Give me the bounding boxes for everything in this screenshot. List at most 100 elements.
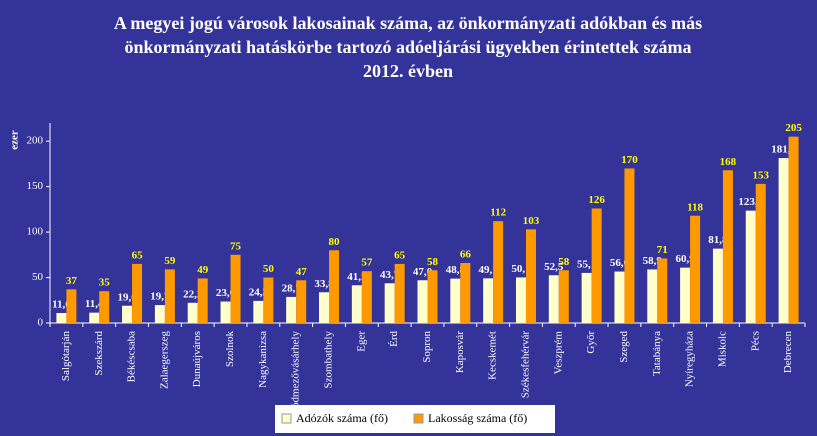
chart-title: A megyei jogú városok lakosainak száma, … [114,13,702,33]
bar [483,278,494,323]
bar [525,229,536,323]
x-tick-label: Szekszárd [93,331,105,376]
bar [755,183,766,323]
bar [263,277,274,323]
legend-label: Adózók száma (fő) [296,411,388,425]
bar [132,263,143,323]
value-label: 35 [99,277,111,289]
value-label: 49,1 [479,264,498,276]
value-label: 50 [263,263,275,275]
bar [394,263,405,323]
x-tick-label: Nyíregyháza [684,331,696,387]
bar [657,258,668,323]
bar [351,285,362,323]
bar [680,267,691,323]
value-label: 55,1 [577,258,596,270]
bar [450,278,461,323]
x-tick-label: Nagykanizsa [257,331,269,388]
bar [690,215,701,323]
value-label: 65 [394,249,406,261]
bar [591,208,602,323]
bar [197,278,208,323]
value-label: 58 [558,256,570,268]
legend-label: Lakosság száma (fő) [428,411,527,425]
x-tick-label: Sopron [421,331,433,363]
value-label: 170 [621,154,638,166]
bar [548,275,559,323]
x-tick-label: Békéscsaba [126,331,138,382]
legend-swatch [413,413,424,424]
bar [89,312,100,323]
bar [460,263,471,323]
value-label: 168 [720,156,737,168]
value-label: 66 [460,249,472,261]
y-tick-label: 50 [32,271,44,283]
chart-title: önkormányzati hatáskörbe tartozó adóeljá… [125,37,692,57]
bar [164,269,175,323]
bar [493,221,504,323]
value-label: 112 [490,207,506,219]
bar [154,305,165,323]
bar [722,170,733,323]
chart-title: 2012. évben [363,61,453,81]
bar [56,313,67,323]
bar [624,168,635,323]
y-tick-label: 100 [27,226,44,238]
x-tick-label: Szeged [618,331,630,363]
bar [253,300,264,323]
value-label: 59 [164,255,176,267]
bar [384,283,395,323]
value-label: 47 [296,266,308,278]
x-tick-label: Dunaújváros [191,331,203,387]
bar [745,210,756,323]
x-tick-label: Kaposvár [454,331,466,373]
y-tick-label: 0 [38,317,44,329]
x-tick-label: Veszprém [552,331,564,375]
y-tick-label: 200 [27,135,44,147]
bar [286,296,297,323]
bar [66,289,77,323]
x-tick-label: Miskolc [716,331,728,367]
bar [788,136,799,323]
bar [647,269,658,323]
x-tick-label: Győr [585,331,597,354]
value-label: 49 [197,264,209,276]
value-label: 75 [230,240,242,252]
bar [427,270,438,323]
bar [122,305,133,323]
bar [220,301,231,323]
y-axis-label: ezer [9,130,21,150]
bar [712,248,723,323]
value-label: 50,1 [511,263,530,275]
value-label: 52,5 [544,261,564,273]
bar [515,277,526,323]
y-tick-label: 150 [27,180,44,192]
value-label: 65 [132,249,144,261]
x-tick-label: Tatabánya [651,331,663,376]
x-tick-label: Eger [355,331,367,352]
x-tick-label: Szolnok [224,331,236,368]
value-label: 80 [329,236,341,248]
x-tick-label: Pécs [749,331,761,351]
value-label: 205 [785,122,802,134]
bar [614,271,625,323]
bar [187,302,198,323]
value-label: 57 [361,257,373,269]
bar [417,280,428,323]
bar [581,272,592,323]
value-label: 153 [753,169,770,181]
value-label: 126 [588,194,605,206]
value-label: 37 [66,275,78,287]
value-label: 58 [427,256,439,268]
x-tick-label: Zalaegerszeg [158,331,170,390]
bar [230,254,241,323]
bar [99,291,110,323]
bar [778,158,789,323]
legend-swatch [281,413,292,424]
bar [319,292,330,323]
value-label: 118 [687,201,703,213]
x-tick-label: Érd [388,331,400,347]
value-label: 71 [657,244,668,256]
